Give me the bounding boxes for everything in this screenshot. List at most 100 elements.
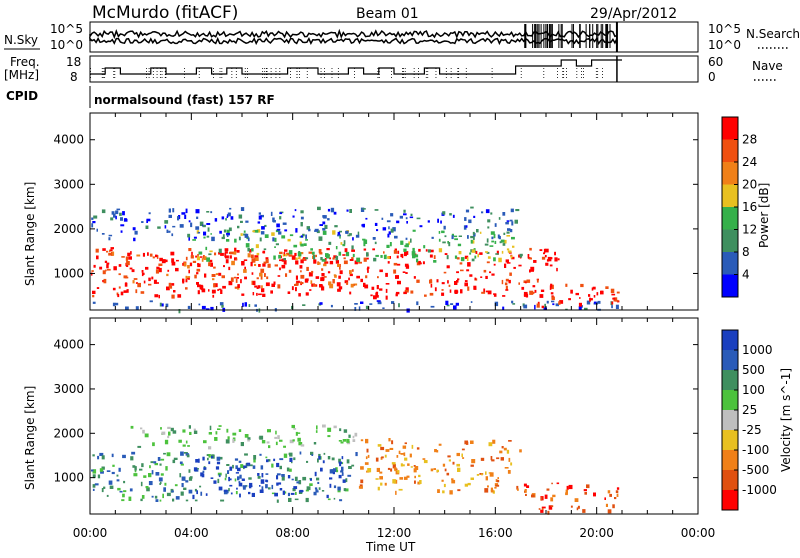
power-cell xyxy=(578,306,582,311)
power-cell xyxy=(271,232,275,236)
power-cell xyxy=(327,208,331,212)
power-cell xyxy=(214,218,218,222)
velocity-cell xyxy=(316,425,318,430)
velocity-cell xyxy=(182,429,186,433)
power-cell xyxy=(221,275,225,279)
velocity-cell xyxy=(380,482,383,486)
power-cell xyxy=(491,236,494,240)
noise-trace xyxy=(89,36,618,46)
power-cell xyxy=(298,251,301,254)
power-cell xyxy=(557,258,560,261)
velocity-cell xyxy=(283,445,286,448)
velocity-cell xyxy=(612,504,615,509)
power-cell xyxy=(208,253,212,256)
velocity-cell xyxy=(360,479,364,484)
power-cell xyxy=(523,293,528,297)
power-cell xyxy=(257,285,261,289)
velocity-cell xyxy=(106,494,109,497)
power-cell xyxy=(337,263,341,267)
power-cell xyxy=(448,242,451,247)
velocity-cell xyxy=(294,498,299,501)
freq-trace xyxy=(90,59,622,75)
velocity-cell xyxy=(352,435,355,439)
power-cell xyxy=(494,223,497,227)
velocity-cell xyxy=(229,478,232,481)
power-cell xyxy=(187,276,191,279)
velocity-cell xyxy=(194,499,198,502)
power-cell xyxy=(448,284,451,287)
power-cell xyxy=(406,221,408,224)
power-cell xyxy=(305,292,309,296)
power-cell xyxy=(348,277,350,281)
velocity-cell xyxy=(292,488,296,492)
power-cell xyxy=(351,249,355,252)
velocity-cell xyxy=(314,487,318,490)
power-cell xyxy=(300,259,304,264)
power-cell xyxy=(539,294,544,298)
power-cell xyxy=(457,243,462,247)
power-cell xyxy=(91,217,94,220)
power-cell xyxy=(275,229,280,233)
power-cell xyxy=(215,273,219,276)
velocity-cell xyxy=(309,483,313,486)
power-cell xyxy=(179,224,184,228)
velocity-cell xyxy=(299,451,302,455)
velocity-cell xyxy=(333,468,337,472)
power-cell xyxy=(299,241,302,246)
power-cell xyxy=(313,284,317,287)
velocity-cell xyxy=(322,424,326,428)
power-cell xyxy=(412,247,415,252)
power-cell xyxy=(244,302,247,307)
velocity-cell xyxy=(411,444,414,449)
power-cell xyxy=(218,252,221,255)
power-cell xyxy=(196,282,199,285)
velocity-cell xyxy=(315,489,318,493)
velocity-cell xyxy=(456,452,460,457)
power-cell xyxy=(141,270,144,273)
power-cell xyxy=(505,222,509,225)
power-cell xyxy=(228,280,233,286)
power-cell xyxy=(164,225,167,229)
velocity-cell xyxy=(516,485,519,490)
velocity-cell xyxy=(293,486,298,490)
power-cell xyxy=(326,248,330,251)
velocity-cell xyxy=(154,495,158,499)
power-cell xyxy=(326,261,329,264)
power-ytick-label: 1000 xyxy=(53,266,84,280)
power-cell xyxy=(490,212,493,215)
power-cell xyxy=(218,272,222,276)
power-cell xyxy=(547,256,552,262)
power-cell xyxy=(218,288,222,291)
power-cell xyxy=(117,294,120,298)
power-cell xyxy=(238,214,243,219)
power-frame xyxy=(89,112,699,311)
power-cell xyxy=(399,215,403,219)
power-cell xyxy=(260,231,265,235)
velocity-cell xyxy=(531,494,535,498)
power-cell xyxy=(126,289,129,293)
power-cell xyxy=(201,305,206,310)
power-cell xyxy=(237,284,240,288)
power-cell xyxy=(487,226,490,229)
power-cell xyxy=(444,235,447,238)
velocity-cell xyxy=(288,452,293,455)
power-cell xyxy=(375,254,379,257)
velocity-cell xyxy=(416,447,420,450)
power-cell xyxy=(344,248,348,253)
power-cell xyxy=(406,251,409,255)
power-cell xyxy=(266,276,269,280)
power-cell xyxy=(372,248,375,251)
power-cell xyxy=(466,269,470,272)
power-cell xyxy=(502,212,506,216)
power-cell xyxy=(305,257,309,260)
power-colorbar-segment xyxy=(722,139,738,163)
power-cell xyxy=(463,225,467,230)
power-cell xyxy=(270,290,273,294)
power-cell xyxy=(259,273,263,277)
power-cell xyxy=(512,245,515,248)
power-cell xyxy=(340,242,343,245)
power-cell xyxy=(405,237,408,240)
power-cell xyxy=(321,273,325,277)
velocity-cell xyxy=(200,491,203,496)
